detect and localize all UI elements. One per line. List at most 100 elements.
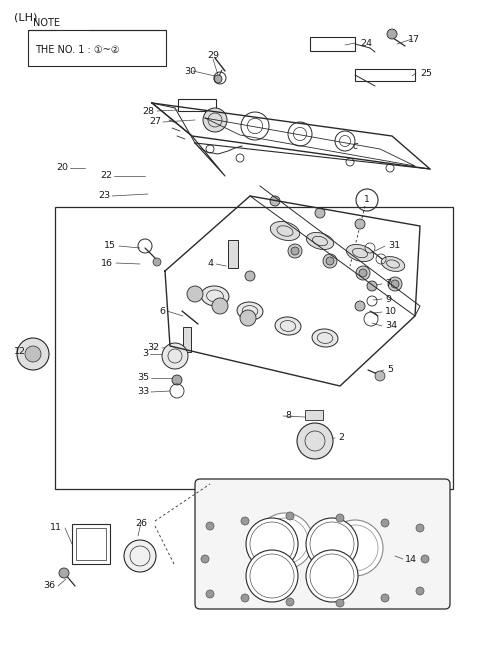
Text: 30: 30 <box>184 66 196 75</box>
Text: 1: 1 <box>364 195 370 205</box>
Text: 3: 3 <box>142 350 148 358</box>
Text: 20: 20 <box>56 163 68 173</box>
Circle shape <box>323 254 337 268</box>
Text: 25: 25 <box>420 68 432 77</box>
Circle shape <box>17 338 49 370</box>
Circle shape <box>162 343 188 369</box>
Text: 35: 35 <box>137 373 149 382</box>
Circle shape <box>297 423 333 459</box>
Circle shape <box>212 298 228 314</box>
Circle shape <box>381 594 389 602</box>
Circle shape <box>153 258 161 266</box>
Text: 8: 8 <box>285 411 291 420</box>
Circle shape <box>381 519 389 527</box>
Circle shape <box>241 594 249 602</box>
Circle shape <box>25 346 41 362</box>
Circle shape <box>286 598 294 606</box>
Text: 17: 17 <box>408 35 420 43</box>
Circle shape <box>270 196 280 206</box>
Text: 36: 36 <box>43 581 55 590</box>
Circle shape <box>187 286 203 302</box>
Text: 27: 27 <box>149 117 161 127</box>
Circle shape <box>241 517 249 525</box>
Bar <box>228 240 238 268</box>
Text: 4: 4 <box>207 260 213 268</box>
Circle shape <box>288 244 302 258</box>
Text: 11: 11 <box>50 523 62 533</box>
Text: 34: 34 <box>385 321 397 331</box>
Circle shape <box>245 271 255 281</box>
Text: 29: 29 <box>207 52 219 60</box>
Ellipse shape <box>381 256 405 272</box>
Circle shape <box>203 108 227 132</box>
Circle shape <box>416 524 424 532</box>
Text: THE NO. 1 : ①~②: THE NO. 1 : ①~② <box>35 45 120 55</box>
Circle shape <box>206 522 214 530</box>
Text: 26: 26 <box>135 518 147 527</box>
Circle shape <box>327 520 383 576</box>
Circle shape <box>336 514 344 522</box>
Circle shape <box>172 375 182 385</box>
Ellipse shape <box>275 317 301 335</box>
Circle shape <box>359 269 367 277</box>
Ellipse shape <box>346 245 374 262</box>
Circle shape <box>367 281 377 291</box>
Text: 24: 24 <box>360 39 372 47</box>
Text: 31: 31 <box>388 241 400 251</box>
Text: 12: 12 <box>14 346 26 356</box>
Ellipse shape <box>237 302 263 320</box>
Text: 32: 32 <box>147 344 159 352</box>
Text: 14: 14 <box>405 554 417 564</box>
Circle shape <box>246 550 298 602</box>
Text: 2: 2 <box>338 434 344 443</box>
Circle shape <box>306 518 358 570</box>
Circle shape <box>375 371 385 381</box>
Text: (LH): (LH) <box>14 13 37 23</box>
Bar <box>76 528 106 560</box>
Circle shape <box>124 540 156 572</box>
Bar <box>72 524 110 564</box>
Bar <box>310 37 355 51</box>
Bar <box>55 207 453 489</box>
Circle shape <box>206 590 214 598</box>
Circle shape <box>421 555 429 563</box>
Circle shape <box>336 599 344 607</box>
Text: 16: 16 <box>101 258 113 268</box>
Circle shape <box>201 555 209 563</box>
Bar <box>28 30 166 66</box>
Bar <box>355 69 415 81</box>
Ellipse shape <box>306 232 334 249</box>
Text: 15: 15 <box>104 241 116 251</box>
Circle shape <box>214 75 222 83</box>
Text: 28: 28 <box>142 106 154 115</box>
Bar <box>178 99 216 111</box>
Bar <box>183 327 191 352</box>
Circle shape <box>416 587 424 595</box>
Circle shape <box>388 277 402 291</box>
Circle shape <box>286 512 294 520</box>
Circle shape <box>391 280 399 288</box>
Ellipse shape <box>270 222 300 241</box>
Text: 10: 10 <box>385 308 397 316</box>
Circle shape <box>355 301 365 311</box>
Text: 33: 33 <box>137 388 149 396</box>
Circle shape <box>387 29 397 39</box>
Text: NOTE: NOTE <box>33 18 60 28</box>
Text: 23: 23 <box>98 192 110 201</box>
Bar <box>305 410 323 420</box>
Circle shape <box>240 310 256 326</box>
Text: 7: 7 <box>385 279 391 289</box>
Text: 5: 5 <box>387 365 393 375</box>
Ellipse shape <box>312 329 338 347</box>
Text: 9: 9 <box>385 295 391 304</box>
Circle shape <box>356 266 370 280</box>
Circle shape <box>326 257 334 265</box>
Circle shape <box>355 219 365 229</box>
Text: c: c <box>352 141 358 151</box>
Ellipse shape <box>201 286 229 306</box>
Circle shape <box>306 550 358 602</box>
Text: 6: 6 <box>159 306 165 316</box>
Circle shape <box>257 513 313 569</box>
Text: 22: 22 <box>100 171 112 180</box>
Circle shape <box>315 208 325 218</box>
